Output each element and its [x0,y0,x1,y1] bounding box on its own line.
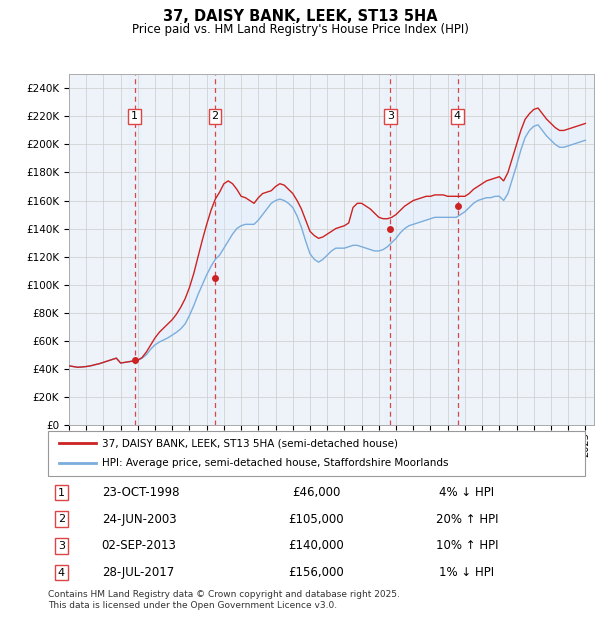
Text: £46,000: £46,000 [292,486,341,499]
Text: 2: 2 [211,112,218,122]
Text: 37, DAISY BANK, LEEK, ST13 5HA (semi-detached house): 37, DAISY BANK, LEEK, ST13 5HA (semi-det… [101,438,398,448]
Text: 28-JUL-2017: 28-JUL-2017 [102,566,174,579]
Text: Price paid vs. HM Land Registry's House Price Index (HPI): Price paid vs. HM Land Registry's House … [131,23,469,36]
Text: 2: 2 [58,514,65,525]
Text: 4: 4 [454,112,461,122]
Text: £156,000: £156,000 [289,566,344,579]
Bar [452,74,463,425]
Text: £105,000: £105,000 [289,513,344,526]
Text: 1% ↓ HPI: 1% ↓ HPI [439,566,494,579]
Text: 1: 1 [58,487,65,498]
Text: 02-SEP-2013: 02-SEP-2013 [102,539,176,552]
Text: 37, DAISY BANK, LEEK, ST13 5HA: 37, DAISY BANK, LEEK, ST13 5HA [163,9,437,24]
Text: 4: 4 [58,567,65,578]
Bar [210,74,220,425]
Text: 4% ↓ HPI: 4% ↓ HPI [439,486,494,499]
Text: HPI: Average price, semi-detached house, Staffordshire Moorlands: HPI: Average price, semi-detached house,… [101,458,448,468]
Text: £140,000: £140,000 [289,539,344,552]
Bar [385,74,395,425]
Text: 3: 3 [58,541,65,551]
Text: 24-JUN-2003: 24-JUN-2003 [102,513,176,526]
Text: Contains HM Land Registry data © Crown copyright and database right 2025.
This d: Contains HM Land Registry data © Crown c… [48,590,400,609]
Text: 10% ↑ HPI: 10% ↑ HPI [436,539,498,552]
Text: 3: 3 [387,112,394,122]
Text: 20% ↑ HPI: 20% ↑ HPI [436,513,498,526]
Text: 23-OCT-1998: 23-OCT-1998 [102,486,179,499]
Bar [130,74,140,425]
Text: 1: 1 [131,112,138,122]
